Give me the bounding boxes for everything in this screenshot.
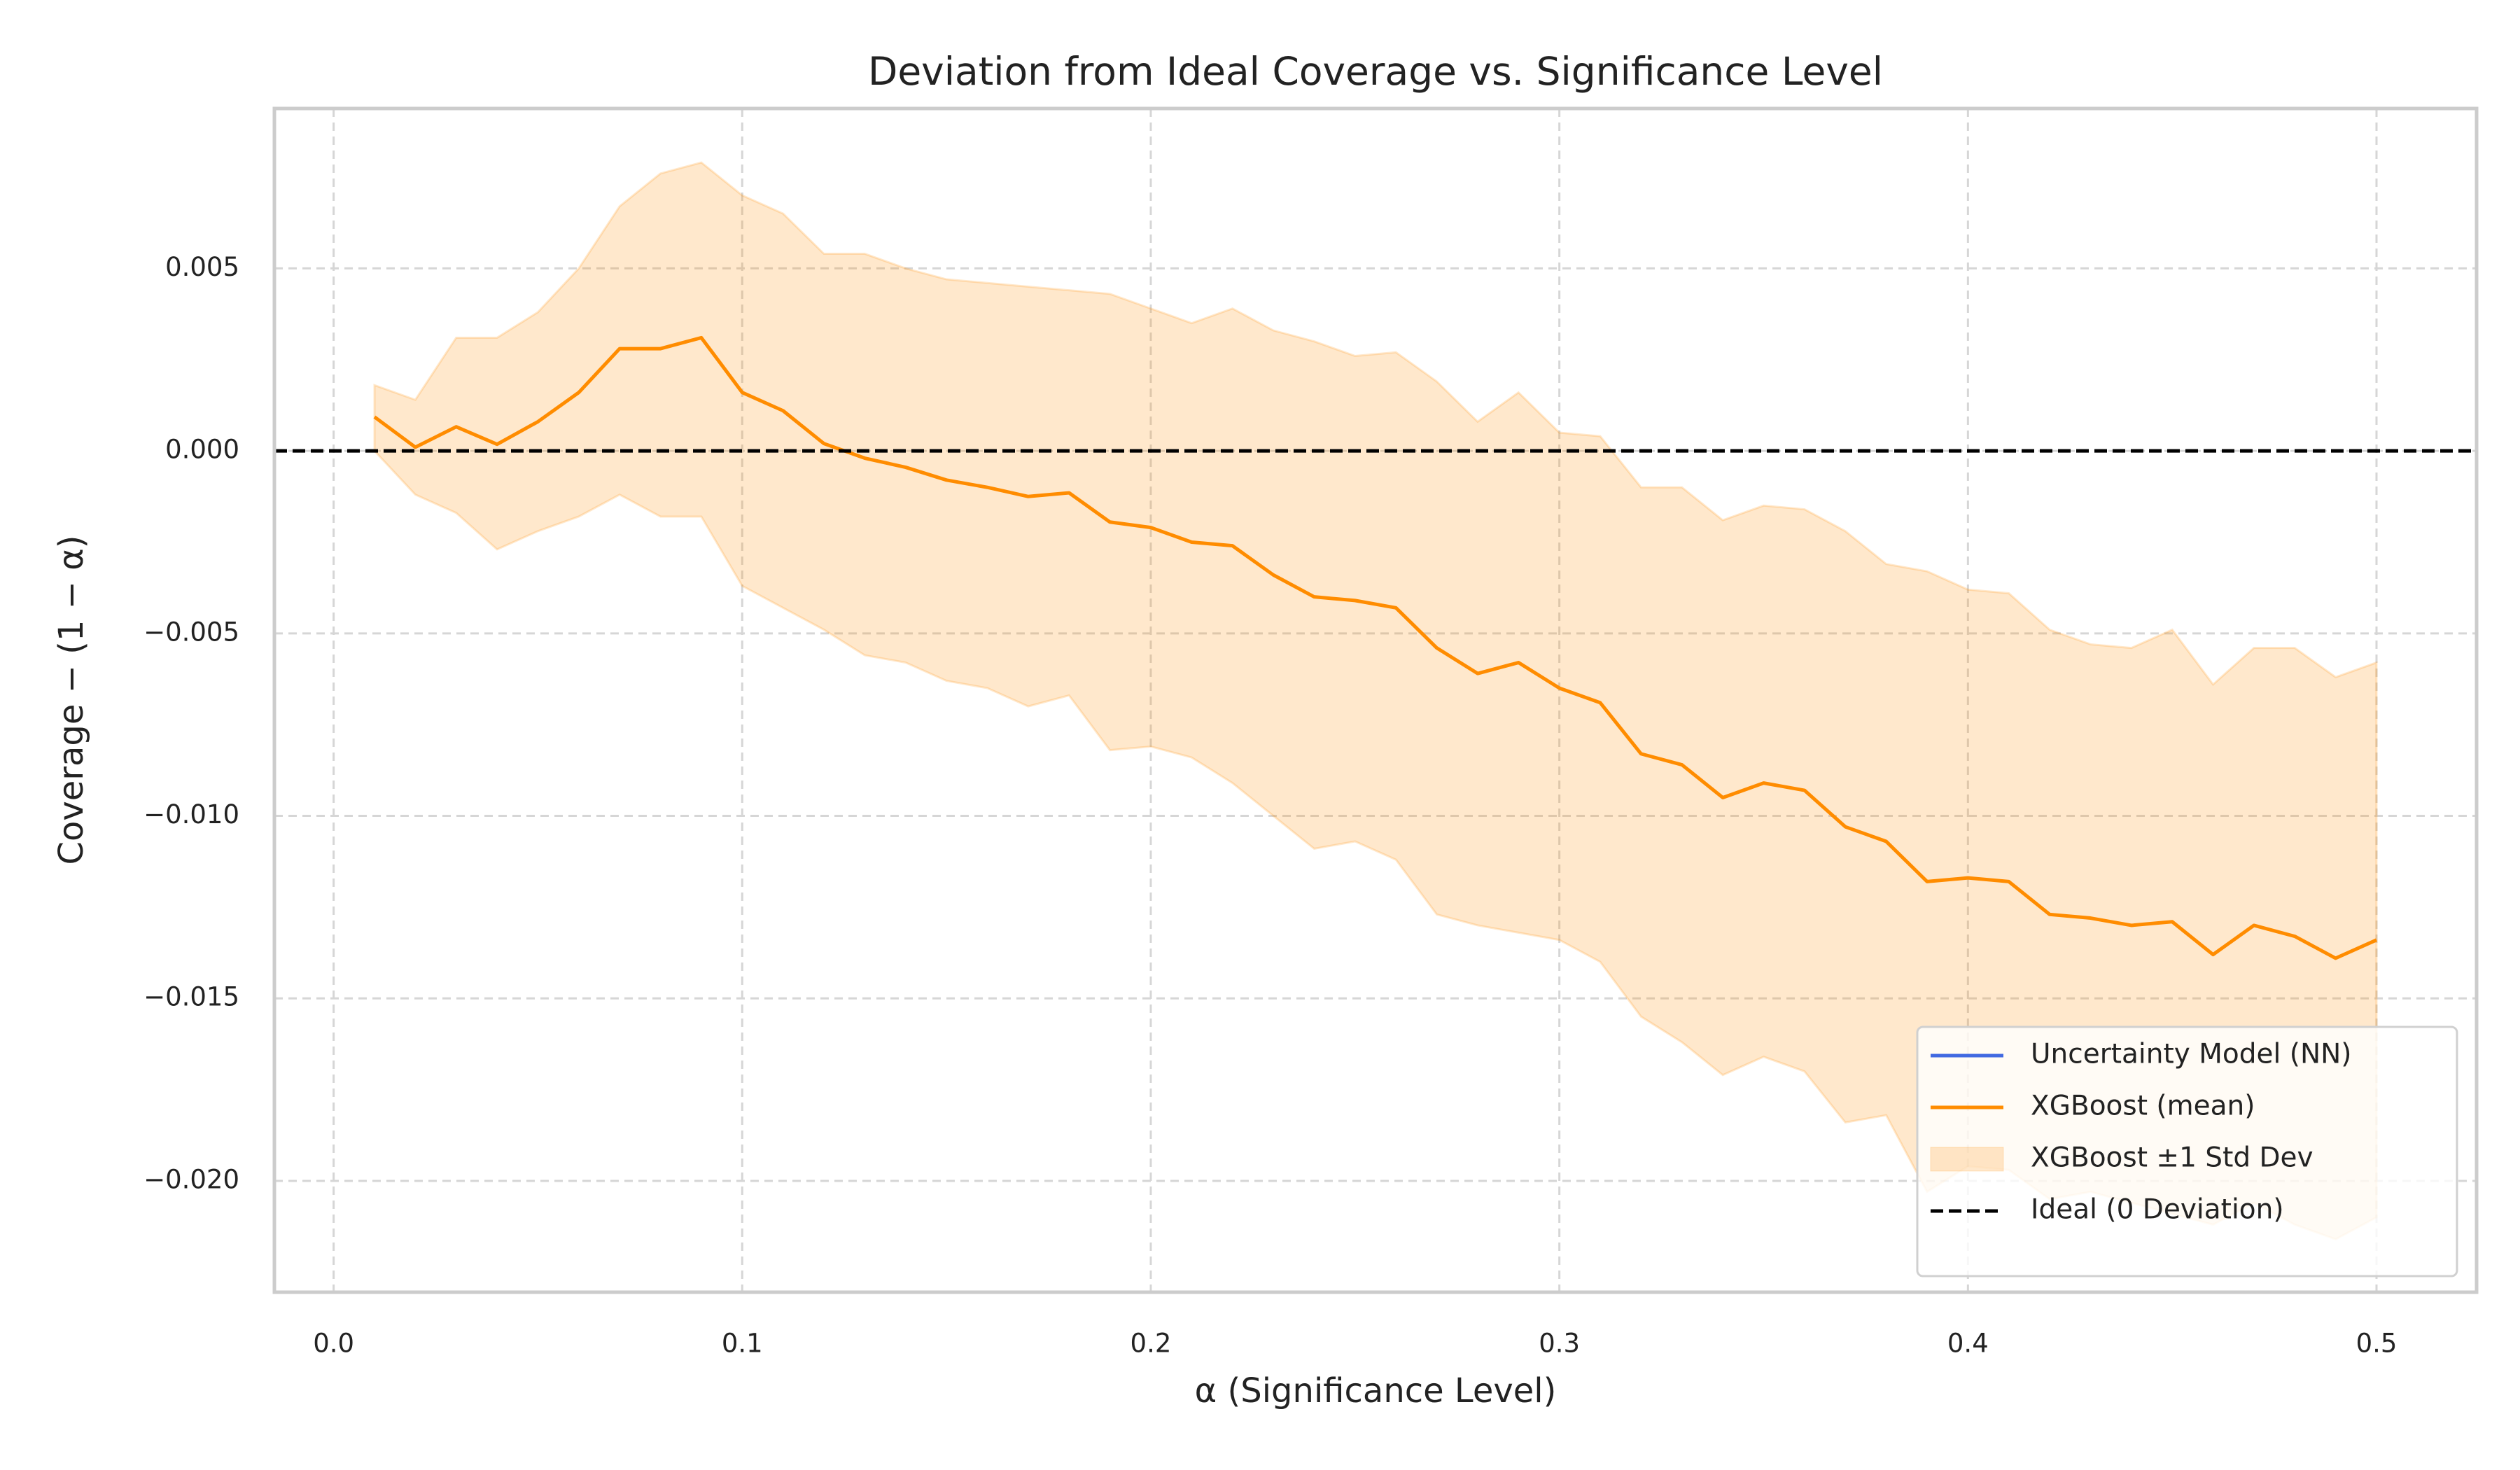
x-axis-label: α (Significance Level) [1195,1371,1557,1410]
legend: Uncertainty Model (NN) XGBoost (mean) XGBo… [1916,1026,2458,1278]
x-tick-label: 0.5 [2356,1329,2398,1359]
y-tick-label: 0.000 [165,435,239,465]
legend-box [1916,1026,2458,1278]
y-tick-label: −0.015 [144,982,239,1012]
y-tick-label: −0.020 [144,1164,239,1194]
legend-label: XGBoost (mean) [2031,1091,2255,1122]
x-tick-label: 0.1 [722,1329,763,1359]
mean-line [373,335,2378,960]
x-tick-label: 0.4 [1947,1329,1989,1359]
legend-label: Ideal (0 Deviation) [2031,1194,2284,1226]
y-tick-label: 0.005 [165,252,239,282]
x-tick-label: 0.2 [1130,1329,1172,1359]
y-axis-label: Coverage − (1 − α) [52,535,91,864]
plot-frame [272,106,2479,1294]
chart-title: Deviation from Ideal Coverage vs. Signif… [868,49,1883,94]
y-tick-label: −0.005 [144,617,239,647]
legend-label: XGBoost ±1 Std Dev [2031,1142,2314,1174]
x-tick-label: 0.3 [1539,1329,1580,1359]
legend-label: Uncertainty Model (NN) [2031,1039,2352,1070]
legend-swatch [1930,1147,2004,1172]
y-tick-label: −0.010 [144,799,239,830]
x-tick-label: 0.0 [313,1329,354,1359]
